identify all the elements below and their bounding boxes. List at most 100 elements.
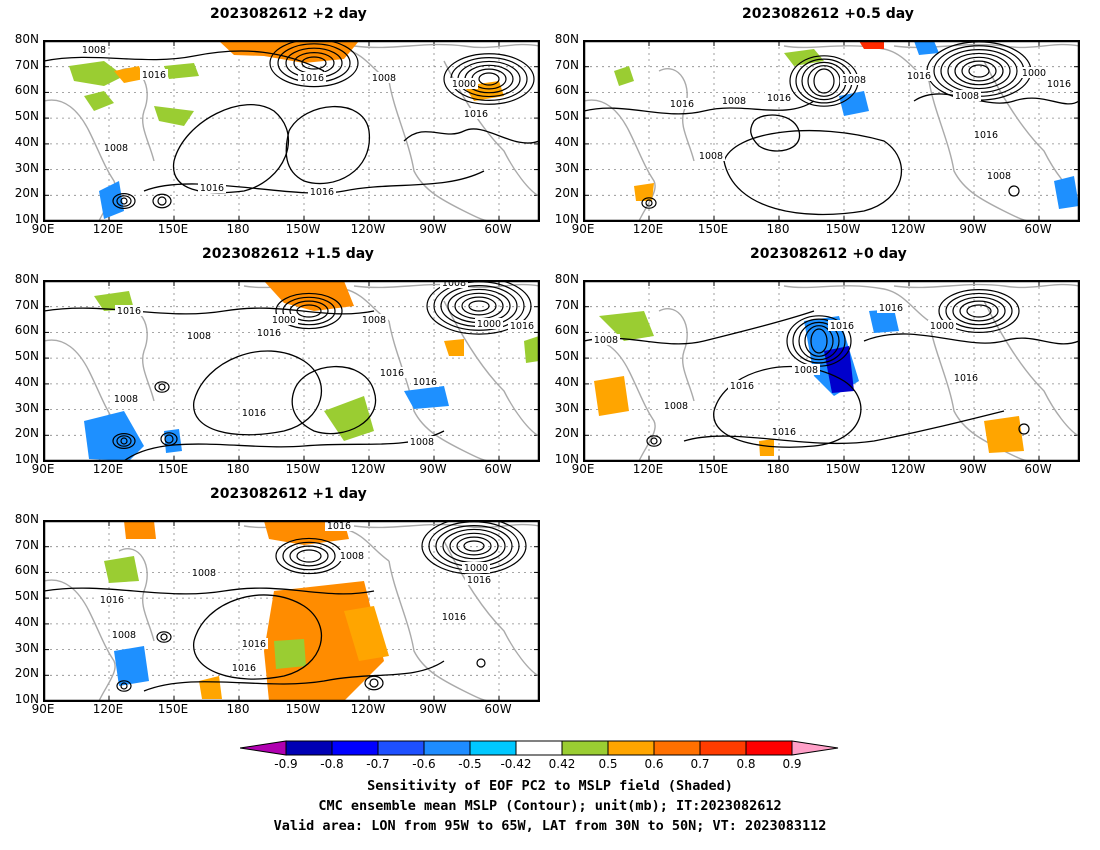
- contour-label-bg: [411, 376, 439, 387]
- panel-title-p2: 2023082612 +0.5 day: [742, 6, 914, 22]
- mslp-contour: [193, 350, 322, 436]
- contour-label-bg: [1045, 78, 1073, 89]
- mslp-contour: [369, 678, 379, 688]
- contour-label-bg: [450, 78, 478, 89]
- mslp-contour: [945, 292, 1013, 330]
- contour-label-bg: [662, 400, 690, 411]
- contour-label-bg: [255, 327, 283, 338]
- contour-label-bg: [462, 562, 490, 573]
- mslp-contour: [301, 56, 327, 70]
- sensitivity-shading: [99, 181, 124, 219]
- coastline: [44, 579, 116, 701]
- sensitivity-shading: [634, 183, 654, 201]
- contour-label-bg: [270, 314, 298, 325]
- colorbar-max-arrow: [791, 740, 839, 756]
- colorbar-tick-label: -0.6: [412, 757, 436, 771]
- lat-tick-label: 80N: [554, 32, 579, 46]
- mslp-contour: [468, 300, 490, 312]
- contour-label: 1016: [879, 303, 903, 314]
- lat-tick-label: 60N: [14, 323, 39, 338]
- contour-label: 1016: [954, 373, 978, 384]
- mslp-contour: [476, 658, 486, 668]
- lon-tick-label: 90E: [571, 222, 595, 236]
- lat-tick-label: 70N: [554, 297, 579, 312]
- contour-label-bg: [308, 186, 336, 197]
- lon-tick-label: 120W: [890, 222, 926, 236]
- contour-label: 1016: [670, 99, 694, 110]
- contour-label-bg: [378, 367, 406, 378]
- contour-label-bg: [198, 182, 226, 193]
- colorbar-swatch: [423, 740, 471, 756]
- contour-label: 1016: [413, 377, 437, 388]
- colorbar-tick-label: -0.5: [458, 757, 482, 771]
- contour-label-bg: [953, 90, 981, 101]
- mslp-contour: [157, 196, 167, 206]
- lat-tick-label: 70N: [554, 57, 579, 72]
- caption-line-2: CMC ensemble mean MSLP (Contour); unit(m…: [318, 798, 782, 814]
- lon-tick-label: 60W: [484, 222, 512, 236]
- contour-label: 1000: [464, 563, 488, 574]
- contour-label: 1016: [974, 130, 998, 141]
- contour-label-bg: [440, 611, 468, 622]
- mslp-contour: [713, 365, 862, 448]
- mslp-contour: [123, 430, 445, 461]
- lon-tick-label: 90W: [419, 702, 447, 716]
- lat-tick-label: 30N: [554, 400, 579, 415]
- lon-tick-label: 90E: [571, 462, 595, 476]
- sensitivity-shading: [824, 346, 854, 393]
- sensitivity-shading: [164, 63, 199, 79]
- colorbar-tick-label: -0.8: [320, 757, 344, 771]
- colorbar-tick-label: 0.7: [690, 757, 710, 771]
- coastline: [388, 320, 490, 461]
- lon-tick-label: 120E: [632, 462, 664, 476]
- lon-tick-label: 60W: [484, 462, 512, 476]
- contour-label: 1008: [722, 96, 746, 107]
- lat-tick-label: 30N: [554, 160, 579, 175]
- contour-label: 1008: [362, 315, 386, 326]
- mslp-contour: [296, 549, 322, 563]
- lon-tick-label: 180: [226, 462, 250, 476]
- coastline: [658, 308, 695, 402]
- sensitivity-shading: [599, 311, 654, 341]
- mslp-contour: [650, 437, 658, 445]
- sensitivity-shading: [759, 439, 774, 456]
- sensitivity-shading: [274, 639, 306, 669]
- lat-tick-label: 40N: [14, 614, 39, 629]
- lat-tick-label: 50N: [14, 589, 39, 604]
- mslp-contour: [403, 128, 539, 144]
- mslp-contour: [961, 60, 997, 82]
- mslp-contour: [966, 304, 992, 318]
- mslp-contour: [940, 49, 1018, 93]
- contour-label: 1016: [830, 321, 854, 332]
- lon-tick-label: 60W: [1024, 462, 1052, 476]
- lat-tick-label: 10N: [554, 212, 579, 226]
- contour-label: 1000: [1022, 68, 1046, 79]
- panel-title-p4: 2023082612 +0 day: [750, 246, 907, 262]
- sensitivity-shading: [524, 336, 539, 363]
- colorbar-swatch: [699, 740, 747, 756]
- contour-label: 1008: [594, 335, 618, 346]
- lat-tick-label: 40N: [554, 374, 579, 389]
- contour-label: 1016: [442, 612, 466, 623]
- lon-tick-label: 120W: [350, 462, 386, 476]
- lon-tick-label: 150W: [825, 462, 861, 476]
- coastline: [584, 339, 656, 461]
- contour-label: 1016: [257, 328, 281, 339]
- sensitivity-shading: [404, 386, 449, 409]
- contour-label-bg: [905, 70, 933, 81]
- mslp-contour: [152, 193, 172, 209]
- mslp-contour: [443, 53, 535, 105]
- colorbar-swatch: [653, 740, 701, 756]
- lon-tick-label: 150W: [825, 222, 861, 236]
- lat-tick-label: 60N: [554, 323, 579, 338]
- mslp-contour: [954, 56, 1004, 86]
- contour-label: 1000: [930, 321, 954, 332]
- lon-tick-label: 150W: [285, 462, 321, 476]
- map-border: [44, 281, 539, 461]
- caption-line-3: Valid area: LON from 95W to 65W, LAT fro…: [273, 818, 827, 834]
- sensitivity-shading: [124, 521, 156, 539]
- contour-label-bg: [475, 318, 503, 329]
- contour-label-bg: [298, 72, 326, 83]
- contour-label: 1016: [467, 575, 491, 586]
